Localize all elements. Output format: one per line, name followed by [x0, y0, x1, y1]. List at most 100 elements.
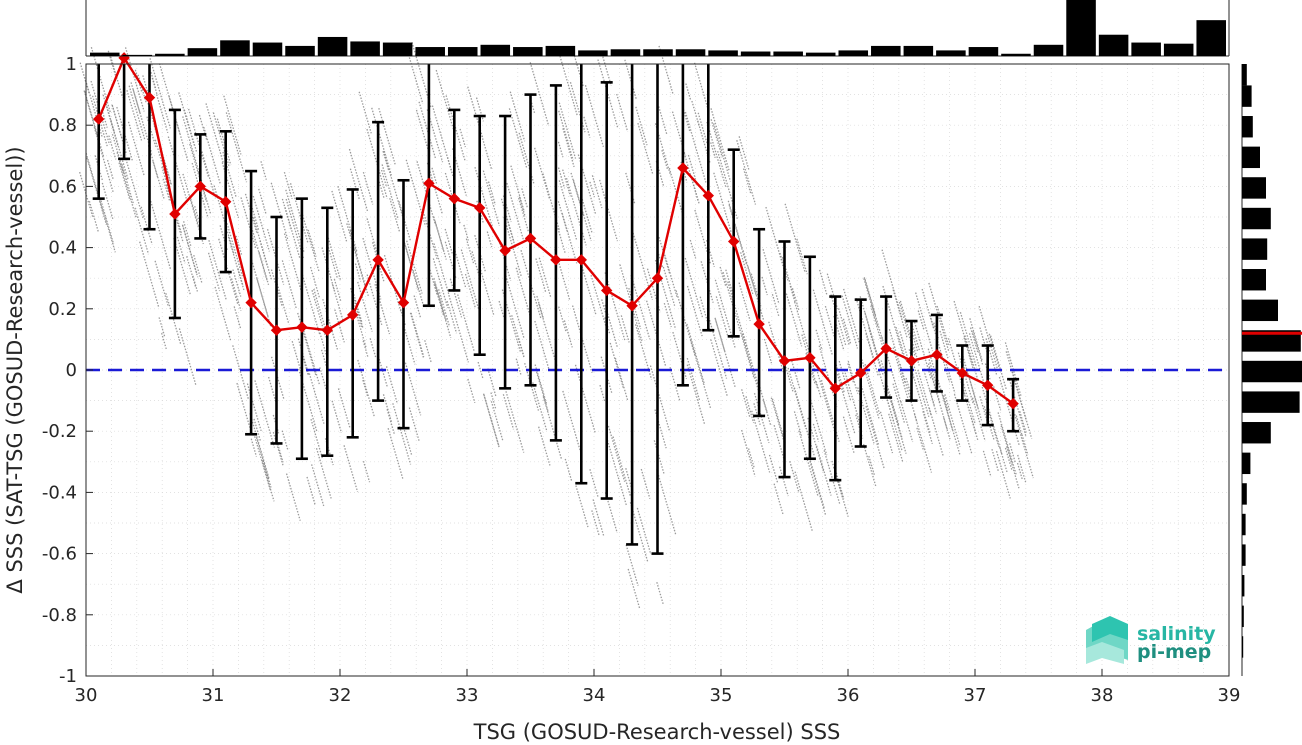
scatter-streak [297, 338, 310, 376]
scatter-streak [888, 413, 904, 463]
scatter-streak [940, 389, 961, 455]
scatter-streak [656, 582, 665, 606]
scatter-streak [571, 305, 593, 373]
y-tick-label: 0.4 [48, 238, 77, 259]
y-tick-label: 0 [66, 360, 77, 381]
top-hist-bar [1001, 53, 1031, 56]
scatter-streak [331, 190, 348, 243]
scatter-streak [561, 213, 578, 264]
scatter-streak [581, 199, 593, 234]
top-hist-bar [415, 47, 445, 56]
logo-line1: salinity [1137, 623, 1216, 645]
scatter-streak [573, 55, 584, 87]
scatter-streak [357, 359, 375, 417]
scatter-streak [1004, 447, 1013, 472]
scatter-streak [438, 289, 451, 328]
x-axis-ticks: 30 31 32 33 34 35 36 37 38 39 [75, 669, 1241, 706]
scatter-streak [653, 440, 665, 474]
scatter-streak [558, 110, 574, 161]
scatter-streak [424, 340, 432, 363]
scatter-streak [463, 224, 469, 241]
mean-point [473, 202, 486, 214]
scatter-streak [762, 399, 772, 426]
scatter-streak [589, 181, 596, 198]
mean-point [804, 352, 816, 364]
scatter-streak [201, 151, 217, 199]
scatter-streak [898, 301, 916, 356]
scatter-streak [521, 188, 529, 209]
scatter-streak [230, 278, 242, 311]
scatter-streak [100, 200, 115, 245]
scatter-streak [847, 363, 855, 384]
scatter-streak [191, 162, 209, 219]
scatter-streak [812, 423, 820, 442]
scatter-streak [863, 278, 879, 327]
scatter-streak [377, 355, 388, 387]
scatter-streak [150, 72, 157, 89]
scatter-streak [707, 314, 728, 379]
mean-point [854, 367, 867, 379]
scatter-streak [432, 258, 449, 309]
scatter-streak [198, 114, 208, 142]
scatter-streak [467, 378, 476, 403]
scatter-streak [176, 236, 186, 264]
y-tick-label: 0.6 [48, 176, 77, 197]
scatter-streak [768, 454, 779, 484]
scatter-streak [739, 329, 755, 380]
top-hist-bar [122, 54, 153, 56]
y-tick-label: 1 [66, 54, 77, 75]
scatter-streak [627, 568, 641, 609]
scatter-streak [741, 333, 761, 396]
y-tick-label: -0.8 [42, 605, 77, 626]
scatter-streak [809, 461, 827, 516]
salinity-pi-mep-logo: salinity pi-mep [1086, 616, 1216, 664]
mean-point [270, 324, 283, 336]
scatter-streak [225, 112, 248, 183]
scatter-streak [343, 445, 359, 493]
scatter-streak [793, 411, 803, 436]
scatter-streak [105, 103, 115, 133]
scatter-streak [757, 381, 768, 412]
scatter-streak [333, 278, 342, 302]
mean-line [92, 52, 1019, 410]
scatter-streak [838, 360, 852, 401]
scatter-streak [963, 337, 974, 370]
scatter-streak [686, 357, 701, 401]
scatter-streak [841, 295, 859, 349]
top-hist-bar [773, 51, 803, 56]
scatter-streak [630, 274, 651, 340]
logo-line2: pi-mep [1137, 641, 1211, 663]
top-hist-bar [708, 50, 738, 56]
mean-point [499, 244, 511, 257]
y-tick-label: 0.8 [48, 115, 77, 136]
scatter-streak [407, 51, 424, 104]
mean-point [524, 232, 537, 245]
scatter-streak [953, 300, 974, 366]
scatter-streak [327, 247, 339, 280]
top-hist-bar [317, 36, 348, 56]
top-hist-bar [447, 47, 478, 56]
scatter-streak [591, 510, 600, 537]
scatter-streak [173, 237, 191, 295]
grid-lines [85, 63, 1230, 677]
scatter-streak [158, 63, 181, 134]
right-hist-bar [1242, 575, 1245, 597]
scatter-streak [168, 95, 189, 163]
scatter-streak [842, 416, 855, 453]
scatter-streak [369, 338, 377, 358]
scatter-streak [916, 427, 925, 452]
scatter-streak [753, 392, 770, 444]
scatter-streak [815, 329, 823, 351]
scatter-streak [581, 266, 597, 315]
scatter-streak [574, 364, 596, 433]
scatter-streak [1006, 446, 1020, 489]
scatter-streak [403, 239, 419, 291]
scatter-streak [942, 395, 949, 411]
mean-point [778, 355, 791, 367]
scatter-streak [434, 282, 452, 338]
scatter-streak [662, 249, 678, 298]
scatter-streak [959, 312, 978, 368]
scatter-streak [498, 300, 505, 319]
x-tick-label: 39 [1218, 685, 1241, 706]
scatter-streak [310, 464, 325, 507]
